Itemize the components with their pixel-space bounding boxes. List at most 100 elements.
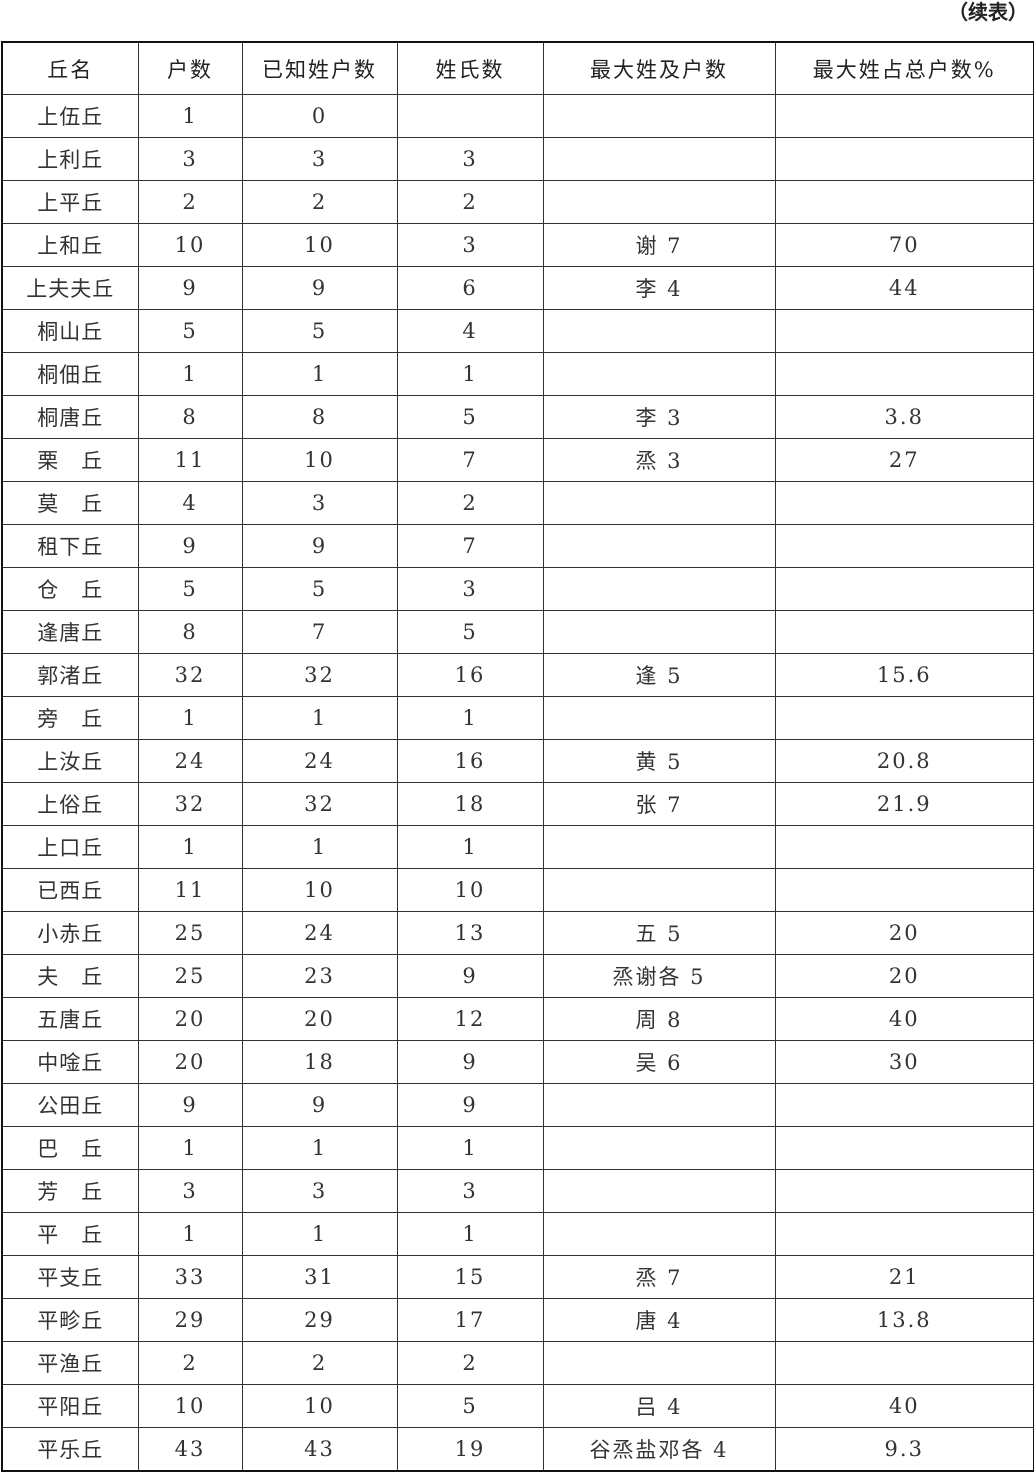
empty-cell	[774, 825, 1034, 869]
value-cell: 1	[396, 696, 544, 740]
empty-cell	[774, 1341, 1034, 1385]
empty-cell	[774, 868, 1034, 912]
empty-cell	[774, 567, 1034, 611]
value-cell: 3.8	[774, 395, 1034, 439]
column-header: 最大姓占总户数%	[774, 41, 1034, 95]
table-row: 上利丘 3 3 3	[1, 137, 1034, 181]
value-cell: 27	[774, 438, 1034, 482]
value-cell: 谢 7	[542, 223, 776, 267]
value-cell: 9	[137, 1083, 243, 1127]
name-cell: 上汝丘	[1, 739, 139, 783]
value-cell: 18	[396, 782, 544, 826]
value-cell: 1	[137, 1126, 243, 1170]
data-table: 丘名 户数 已知姓户数 姓氏数 最大姓及户数 最大姓占总户数% 上伍丘 1 0 上利丘 3 3 3 上平…	[1, 41, 1034, 1472]
value-cell: 5	[241, 309, 398, 353]
empty-cell	[396, 94, 544, 138]
empty-cell	[542, 1083, 776, 1127]
name-cell: 平阳丘	[1, 1384, 139, 1428]
empty-cell	[774, 1083, 1034, 1127]
value-cell: 40	[774, 997, 1034, 1041]
value-cell: 吴 6	[542, 1040, 776, 1084]
value-cell: 10	[137, 223, 243, 267]
value-cell: 吕 4	[542, 1384, 776, 1428]
value-cell: 13.8	[774, 1298, 1034, 1342]
empty-cell	[774, 524, 1034, 568]
name-cell: 上利丘	[1, 137, 139, 181]
value-cell: 3	[137, 1169, 243, 1213]
value-cell: 3	[241, 481, 398, 525]
value-cell: 2	[396, 1341, 544, 1385]
value-cell: 17	[396, 1298, 544, 1342]
value-cell: 20	[137, 997, 243, 1041]
name-cell: 中唫丘	[1, 1040, 139, 1084]
table-row: 上口丘 1 1 1	[1, 825, 1034, 869]
value-cell: 逢 5	[542, 653, 776, 697]
name-cell: 上口丘	[1, 825, 139, 869]
name-cell: 芳 丘	[1, 1169, 139, 1213]
value-cell: 3	[396, 567, 544, 611]
value-cell: 10	[241, 223, 398, 267]
value-cell: 烝谢各 5	[542, 954, 776, 998]
value-cell: 31	[241, 1255, 398, 1299]
value-cell: 1	[396, 1212, 544, 1256]
value-cell: 9	[137, 266, 243, 310]
empty-cell	[542, 825, 776, 869]
value-cell: 1	[241, 1126, 398, 1170]
value-cell: 29	[137, 1298, 243, 1342]
value-cell: 0	[241, 94, 398, 138]
table-row: 小赤丘 25 24 13 五 5 20	[1, 911, 1034, 955]
empty-cell	[542, 137, 776, 181]
value-cell: 24	[241, 739, 398, 783]
value-cell: 2	[396, 481, 544, 525]
value-cell: 32	[241, 782, 398, 826]
value-cell: 29	[241, 1298, 398, 1342]
value-cell: 20	[774, 954, 1034, 998]
empty-cell	[774, 137, 1034, 181]
value-cell: 43	[241, 1427, 398, 1472]
table-row: 公田丘 9 9 9	[1, 1083, 1034, 1127]
header-row: 丘名 户数 已知姓户数 姓氏数 最大姓及户数 最大姓占总户数%	[1, 41, 1034, 95]
value-cell: 21.9	[774, 782, 1034, 826]
value-cell: 李 3	[542, 395, 776, 439]
value-cell: 13	[396, 911, 544, 955]
empty-cell	[774, 180, 1034, 224]
table-row: 栗 丘 11 10 7 烝 3 27	[1, 438, 1034, 482]
value-cell: 18	[241, 1040, 398, 1084]
name-cell: 已西丘	[1, 868, 139, 912]
table-row: 上伍丘 1 0	[1, 94, 1034, 138]
value-cell: 3	[241, 137, 398, 181]
table-row: 已西丘 11 10 10	[1, 868, 1034, 912]
value-cell: 9.3	[774, 1427, 1034, 1472]
value-cell: 3	[396, 1169, 544, 1213]
empty-cell	[774, 309, 1034, 353]
value-cell: 8	[137, 395, 243, 439]
table-row: 夫 丘 25 23 9 烝谢各 5 20	[1, 954, 1034, 998]
value-cell: 7	[396, 524, 544, 568]
name-cell: 桐山丘	[1, 309, 139, 353]
value-cell: 5	[396, 1384, 544, 1428]
value-cell: 3	[396, 223, 544, 267]
value-cell: 1	[241, 696, 398, 740]
empty-cell	[542, 180, 776, 224]
value-cell: 2	[241, 180, 398, 224]
column-header: 户数	[137, 41, 243, 95]
value-cell: 9	[241, 266, 398, 310]
table-row: 上俗丘 32 32 18 张 7 21.9	[1, 782, 1034, 826]
empty-cell	[542, 352, 776, 396]
empty-cell	[542, 1212, 776, 1256]
table-row: 平渔丘 2 2 2	[1, 1341, 1034, 1385]
value-cell: 25	[137, 911, 243, 955]
table-row: 桐山丘 5 5 4	[1, 309, 1034, 353]
name-cell: 郭渚丘	[1, 653, 139, 697]
value-cell: 19	[396, 1427, 544, 1472]
value-cell: 烝 3	[542, 438, 776, 482]
table-row: 上夫夫丘 9 9 6 李 4 44	[1, 266, 1034, 310]
table-row: 平畛丘 29 29 17 唐 4 13.8	[1, 1298, 1034, 1342]
empty-cell	[542, 524, 776, 568]
table-row: 平阳丘 10 10 5 吕 4 40	[1, 1384, 1034, 1428]
value-cell: 10	[241, 1384, 398, 1428]
